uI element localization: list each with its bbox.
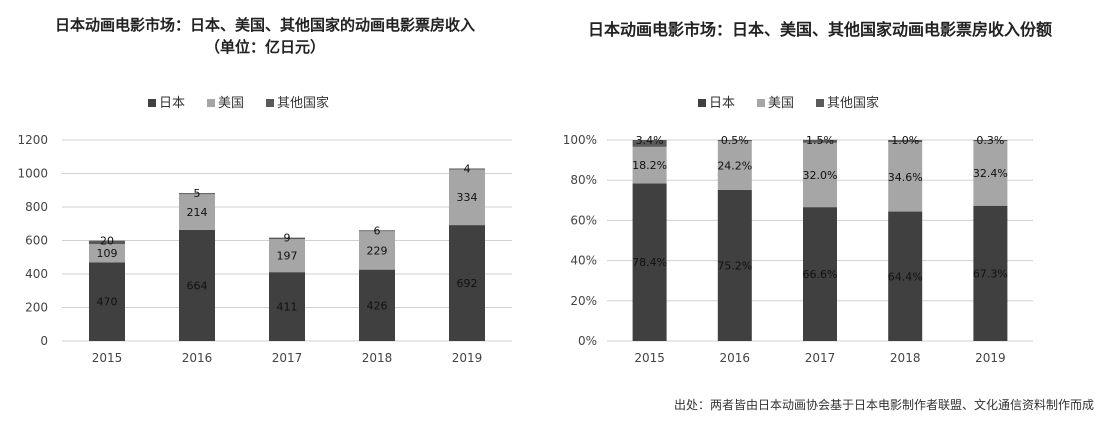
data-label: 334 [457,191,478,204]
bar-segment [359,269,395,341]
x-tick-label: 2019 [452,351,483,365]
data-label: 214 [187,206,208,219]
bar-segment [89,262,125,341]
bar-segment [803,139,837,143]
legend-item: 其他国家 [816,92,879,111]
bar-segment [632,183,667,341]
bar-segment [179,193,215,195]
bar-segment [449,168,485,170]
data-label: 1.0% [891,134,919,147]
bar-segment [269,237,305,240]
x-tick-label: 2017 [805,351,836,365]
legend-item: 其他国家 [266,92,329,111]
right-legend: 日本 美国 其他国家 [698,92,879,111]
y-tick-label: 0 [40,334,48,348]
bar-segment [269,239,305,273]
data-label: 1.5% [806,134,834,147]
y-tick-label: 100% [563,133,597,147]
bar-segment [89,244,125,263]
bar-segment [803,207,837,341]
bar-segment [449,225,485,341]
bar-segment [449,169,485,226]
x-tick-label: 2017 [272,351,303,365]
data-label: 9 [284,232,291,245]
legend-item: 美国 [757,92,794,111]
y-tick-label: 200 [25,301,48,315]
bar-segment [179,193,215,230]
data-label: 18.2% [632,159,667,172]
data-label: 75.2% [717,259,752,272]
legend-item: 美国 [207,92,244,111]
bar-segment [888,140,923,143]
data-label: 34.6% [888,171,923,184]
bar-segment [269,272,305,341]
bar-segment [717,140,752,142]
x-tick-label: 2016 [720,351,751,365]
bar-segment [973,140,1008,141]
data-label: 24.2% [717,160,752,173]
x-tick-label: 2016 [182,351,213,365]
bar-segment [359,230,395,232]
bar-segment [717,189,752,341]
bar-segment [973,140,1008,206]
left-subtitle: （单位：亿日元） [204,38,325,56]
data-label: 197 [277,250,298,263]
data-label: 109 [97,247,118,260]
bar-segment [888,142,923,212]
data-label: 66.6% [803,268,838,281]
right-chart-title: 日本动画电影市场：日本、美国、其他国家动画电影票房收入份额 [575,18,1065,42]
data-label: 470 [97,296,118,309]
left-title-text: 日本动画电影市场：日本、美国、其他国家的动画电影票房收入 [54,16,475,34]
bar-segment [717,141,752,190]
x-tick-label: 2018 [362,351,393,365]
left-chart-title: 日本动画电影市场：日本、美国、其他国家的动画电影票房收入 （单位：亿日元） [0,14,530,58]
y-tick-label: 600 [25,234,48,248]
data-label: 0.3% [976,134,1004,147]
bar-segment [803,142,837,208]
bar-segment [632,146,667,184]
data-label: 20 [100,235,114,248]
data-label: 426 [367,299,388,312]
bar-segment [179,229,215,341]
data-label: 3.4% [636,134,664,147]
data-label: 692 [457,277,478,290]
y-tick-label: 20% [570,294,597,308]
x-tick-label: 2015 [92,351,123,365]
bar-segment [89,240,125,245]
data-label: 78.4% [632,256,667,269]
y-tick-label: 1000 [17,167,48,181]
left-legend: 日本 美国 其他国家 [148,92,329,111]
data-label: 229 [367,244,388,257]
y-tick-label: 800 [25,200,48,214]
legend-item: 日本 [148,92,185,111]
y-tick-label: 60% [570,213,597,227]
data-label: 6 [374,224,381,237]
data-label: 411 [277,301,298,314]
data-label: 0.5% [721,134,749,147]
y-tick-label: 1200 [17,133,48,147]
y-tick-label: 40% [570,254,597,268]
legend-item: 日本 [698,92,735,111]
source-note: 出处：两者皆由日本动画协会基于日本电影制作者联盟、文化通信资料制作而成 [673,398,1094,412]
y-tick-label: 80% [570,173,597,187]
data-label: 4 [464,162,471,175]
bar-segment [359,231,395,270]
x-tick-label: 2018 [890,351,921,365]
data-label: 5 [194,187,201,200]
bar-segment [888,211,923,341]
data-label: 64.4% [888,270,923,283]
bar-segment [632,140,667,147]
x-tick-label: 2015 [634,351,665,365]
x-tick-label: 2019 [975,351,1006,365]
data-label: 664 [187,279,208,292]
data-label: 32.4% [973,167,1008,180]
right-title-text: 日本动画电影市场：日本、美国、其他国家动画电影票房收入份额 [587,20,1052,39]
data-label: 67.3% [973,267,1008,280]
y-tick-label: 400 [25,267,48,281]
y-tick-label: 0% [578,334,597,348]
bar-segment [973,205,1008,341]
data-label: 32.0% [803,169,838,182]
